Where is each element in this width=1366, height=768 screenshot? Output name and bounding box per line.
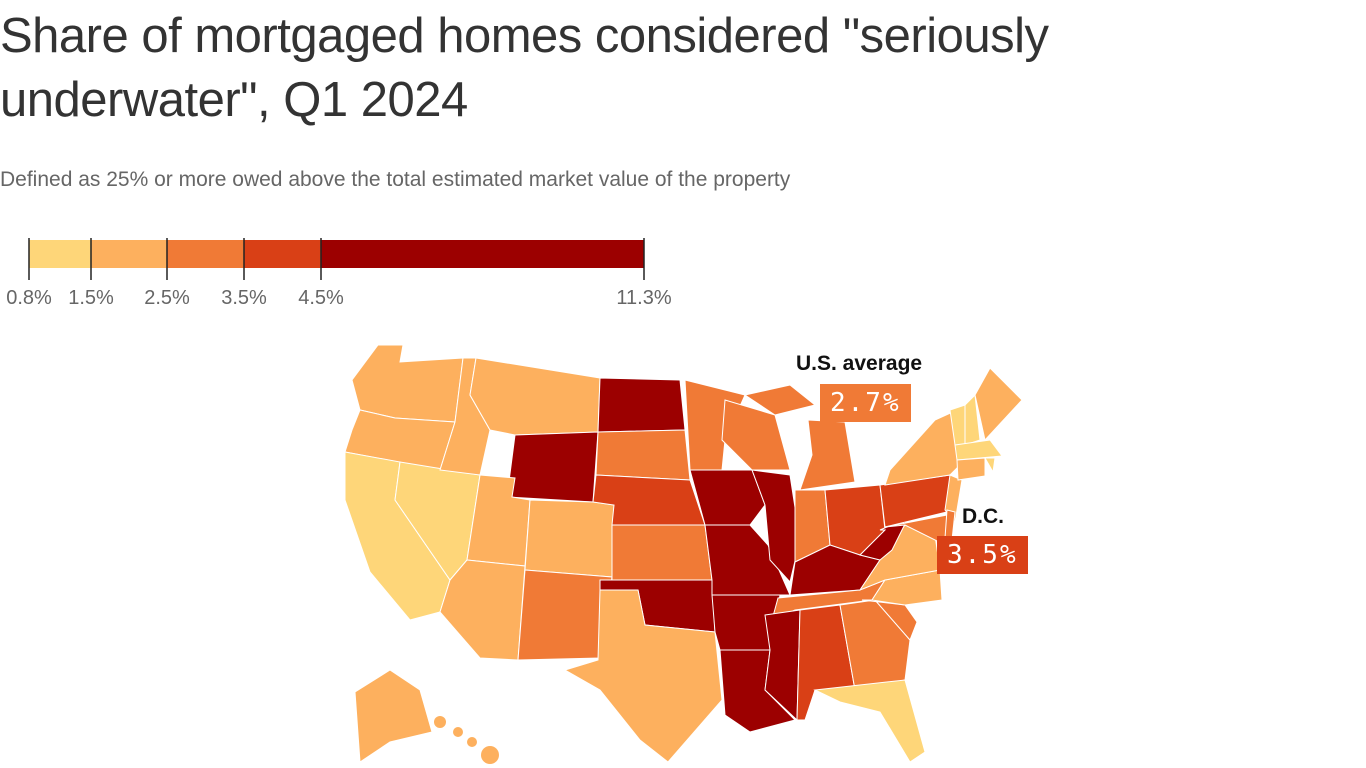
state-tx[interactable] [563, 589, 723, 763]
state-nd[interactable] [597, 377, 686, 433]
state-ct[interactable] [956, 457, 986, 481]
state-sd[interactable] [595, 429, 691, 481]
legend-swatch [321, 240, 644, 268]
state-me[interactable] [974, 367, 1023, 442]
state-ia[interactable] [689, 469, 766, 526]
state-ks[interactable] [611, 524, 713, 581]
legend-swatch [29, 240, 91, 268]
state-hi[interactable] [453, 727, 463, 737]
state-nc[interactable] [871, 569, 943, 606]
state-wa[interactable] [351, 344, 464, 423]
color-legend: 0.8% 1.5% 2.5% 3.5% 4.5% 11.3% [6, 238, 672, 309]
legend-tick-label: 3.5% [221, 287, 267, 309]
us-average-label: U.S. average [796, 352, 923, 375]
dc-label: D.C. [962, 505, 1004, 528]
state-fl[interactable] [813, 679, 926, 763]
state-hi[interactable] [434, 716, 446, 728]
state-mi[interactable] [799, 419, 856, 491]
state-az[interactable] [439, 559, 526, 661]
us-average-value: 2.7% [820, 384, 911, 422]
state-wy[interactable] [506, 431, 599, 503]
legend-swatch [167, 240, 244, 268]
state-il[interactable] [751, 469, 801, 584]
legend-tick-label: 1.5% [68, 287, 114, 309]
state-ms[interactable] [764, 609, 801, 722]
dc-value: 3.5% [937, 536, 1028, 574]
state-co[interactable] [524, 499, 615, 578]
state-mi[interactable] [743, 384, 817, 416]
chart-subtitle: Defined as 25% or more owed above the to… [0, 168, 791, 191]
state-ma[interactable] [954, 439, 1003, 461]
state-mt[interactable] [469, 357, 601, 436]
state-hi[interactable] [481, 746, 499, 764]
legend-tick-label: 4.5% [298, 287, 344, 309]
legend-swatch [244, 240, 321, 268]
state-ak[interactable] [354, 669, 433, 763]
state-hi[interactable] [467, 737, 477, 747]
legend-tick-label: 0.8% [6, 287, 52, 309]
chart-title: Share of mortgaged homes considered "ser… [0, 9, 1049, 127]
state-wi[interactable] [721, 399, 791, 471]
state-nh[interactable] [964, 393, 981, 446]
legend-swatch [91, 240, 167, 268]
state-ri[interactable] [984, 457, 996, 474]
legend-tick-label: 11.3% [616, 287, 671, 309]
legend-tick-label: 2.5% [144, 287, 190, 309]
